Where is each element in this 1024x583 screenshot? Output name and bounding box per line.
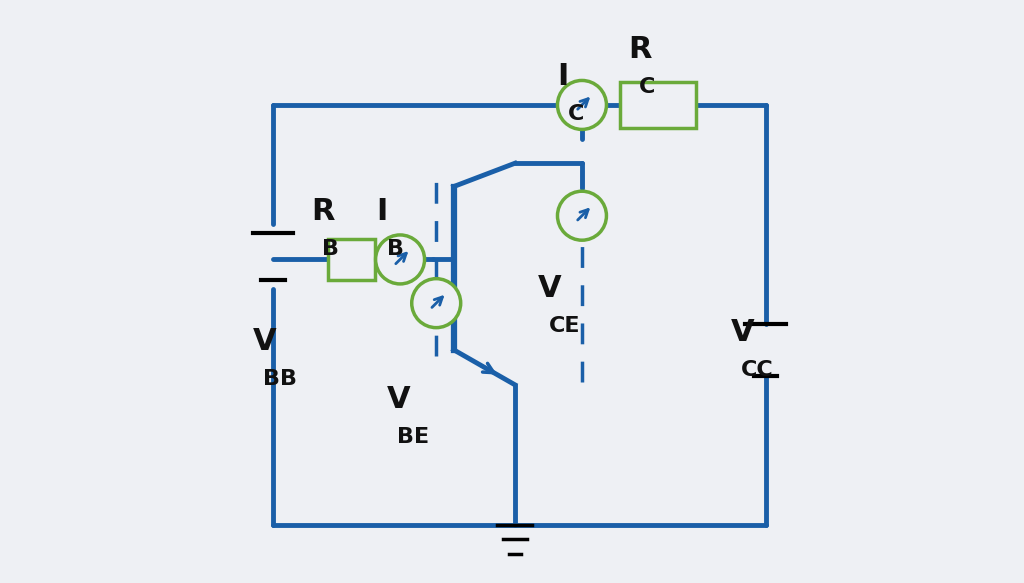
Text: R: R <box>629 36 652 64</box>
Text: V: V <box>539 275 562 303</box>
FancyBboxPatch shape <box>620 82 695 128</box>
Text: V: V <box>731 318 755 347</box>
Text: R: R <box>311 198 335 226</box>
Text: V: V <box>253 327 276 356</box>
Text: I: I <box>557 62 569 90</box>
Text: V: V <box>387 385 411 414</box>
Text: I: I <box>377 198 388 226</box>
Text: BE: BE <box>397 427 429 447</box>
Text: CE: CE <box>549 317 581 336</box>
Circle shape <box>376 235 425 284</box>
Text: C: C <box>568 104 585 124</box>
Text: C: C <box>639 78 655 97</box>
Text: BB: BB <box>263 369 297 389</box>
Text: B: B <box>387 240 404 259</box>
Circle shape <box>557 80 606 129</box>
Circle shape <box>557 191 606 240</box>
Circle shape <box>412 279 461 328</box>
FancyBboxPatch shape <box>329 239 375 280</box>
Text: B: B <box>322 240 339 259</box>
Text: CC: CC <box>741 360 774 380</box>
